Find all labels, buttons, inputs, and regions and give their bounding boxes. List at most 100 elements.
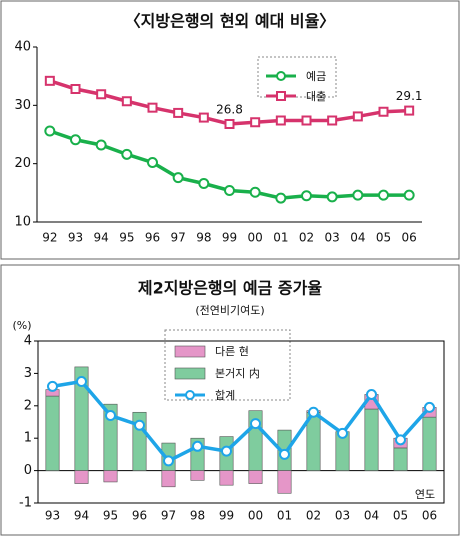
x-axis-label: 연도 bbox=[415, 488, 435, 501]
point bbox=[301, 190, 312, 202]
x-tick-label: 06 bbox=[422, 509, 437, 523]
x-tick-label: 97 bbox=[161, 509, 176, 523]
y-tick-label: 2 bbox=[24, 398, 32, 413]
chart-subtitle: (전연비기여도) bbox=[195, 304, 264, 317]
y-tick-label: 30 bbox=[14, 98, 31, 113]
legend-label: 예금 bbox=[306, 70, 326, 83]
point bbox=[147, 102, 158, 113]
legend-box bbox=[164, 329, 291, 401]
point bbox=[172, 172, 184, 184]
chart-title: 제2지방은행의 예금 증가율 bbox=[138, 279, 322, 298]
point bbox=[352, 189, 364, 201]
point bbox=[404, 105, 415, 116]
x-tick-label: 99 bbox=[222, 231, 237, 245]
point bbox=[173, 107, 184, 118]
y-tick-label: 3 bbox=[24, 366, 32, 381]
point bbox=[366, 388, 377, 400]
bar bbox=[364, 408, 379, 471]
x-tick-label: 02 bbox=[299, 231, 314, 245]
bar bbox=[45, 395, 60, 471]
point bbox=[250, 418, 261, 430]
y-tick-label: 20 bbox=[14, 156, 31, 171]
point bbox=[395, 434, 406, 446]
bar bbox=[103, 470, 118, 483]
point bbox=[249, 186, 261, 198]
legend-swatch bbox=[174, 367, 206, 380]
legend-marker bbox=[185, 390, 195, 400]
bar bbox=[393, 447, 408, 471]
point bbox=[70, 134, 81, 146]
point bbox=[163, 455, 174, 467]
bar bbox=[248, 470, 263, 484]
y-tick-label: 40 bbox=[14, 40, 31, 55]
x-tick-label: 98 bbox=[196, 231, 211, 245]
bar bbox=[219, 470, 234, 486]
point bbox=[198, 112, 209, 123]
bar bbox=[277, 470, 292, 494]
point bbox=[76, 376, 87, 387]
bar bbox=[74, 470, 89, 484]
point bbox=[70, 84, 81, 94]
point bbox=[44, 125, 56, 137]
point bbox=[105, 410, 116, 422]
chart-title: 〈지방은행의 현외 예대 비율〉 bbox=[125, 12, 336, 31]
x-tick-label: 93 bbox=[68, 231, 83, 245]
bar bbox=[422, 416, 437, 471]
x-tick-label: 97 bbox=[171, 231, 186, 245]
x-tick-label: 00 bbox=[248, 231, 263, 245]
frame bbox=[0, 264, 460, 536]
y-axis-label: (%) bbox=[12, 319, 31, 332]
x-tick-label: 01 bbox=[277, 509, 292, 523]
point bbox=[326, 191, 338, 203]
legend-label: 본거지 内 bbox=[215, 366, 260, 380]
x-tick-label: 00 bbox=[248, 509, 263, 523]
point bbox=[275, 115, 286, 126]
point bbox=[378, 106, 389, 117]
point bbox=[250, 117, 261, 128]
point bbox=[95, 139, 107, 151]
x-tick-label: 05 bbox=[376, 231, 391, 245]
point bbox=[301, 115, 312, 126]
point bbox=[279, 448, 290, 460]
x-tick-label: 95 bbox=[103, 509, 118, 523]
point bbox=[308, 406, 319, 418]
legend-label: 다른 현 bbox=[215, 345, 249, 358]
x-tick-label: 03 bbox=[335, 509, 350, 523]
point bbox=[192, 440, 203, 452]
data-label: 29.1 bbox=[396, 89, 423, 103]
point bbox=[147, 157, 158, 168]
y-tick-label: -1 bbox=[19, 496, 32, 511]
point bbox=[47, 380, 58, 392]
legend-swatch bbox=[174, 345, 206, 358]
y-tick-label: 10 bbox=[14, 215, 31, 230]
x-tick-label: 94 bbox=[74, 509, 89, 523]
x-tick-label: 94 bbox=[94, 231, 109, 245]
point bbox=[121, 148, 133, 160]
point bbox=[221, 445, 232, 457]
bar bbox=[190, 470, 205, 481]
x-tick-label: 06 bbox=[402, 231, 417, 245]
point bbox=[134, 419, 145, 431]
y-tick-label: 1 bbox=[24, 431, 32, 446]
point bbox=[424, 401, 435, 413]
point bbox=[121, 96, 132, 107]
y-tick-label: 0 bbox=[24, 463, 32, 478]
x-tick-label: 95 bbox=[119, 231, 134, 245]
point bbox=[337, 427, 348, 439]
point bbox=[352, 111, 363, 122]
x-tick-label: 99 bbox=[219, 509, 234, 523]
bar bbox=[161, 470, 176, 488]
x-tick-label: 96 bbox=[145, 231, 160, 245]
point bbox=[44, 75, 55, 86]
legend-label: 대출 bbox=[306, 90, 326, 103]
x-tick-label: 05 bbox=[393, 509, 408, 523]
point bbox=[96, 89, 107, 100]
y-tick-label: 4 bbox=[24, 334, 32, 349]
point bbox=[198, 178, 210, 189]
x-tick-label: 93 bbox=[45, 509, 60, 523]
legend-marker bbox=[276, 91, 286, 101]
frame bbox=[0, 0, 460, 260]
x-tick-label: 96 bbox=[132, 509, 147, 523]
point bbox=[327, 115, 338, 126]
